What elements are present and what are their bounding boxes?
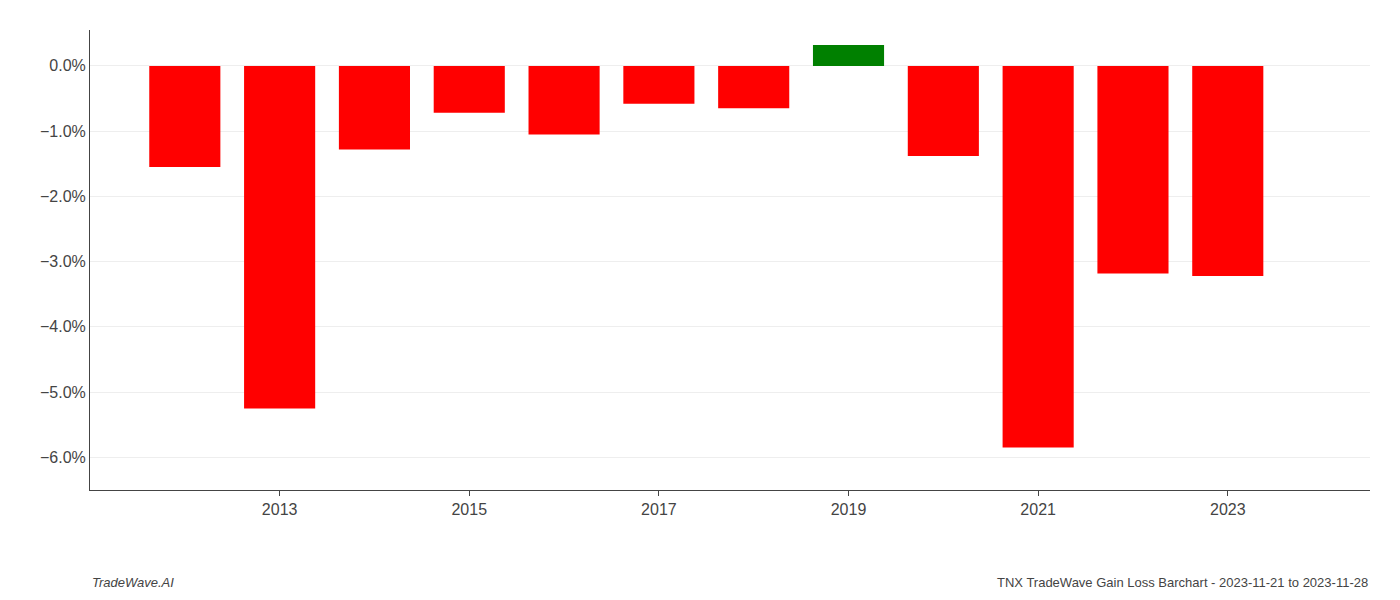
- svg-text:−2.0%: −2.0%: [40, 188, 86, 205]
- svg-text:2013: 2013: [262, 501, 298, 518]
- svg-text:2015: 2015: [451, 501, 487, 518]
- svg-text:2021: 2021: [1020, 501, 1056, 518]
- svg-text:2017: 2017: [641, 501, 677, 518]
- svg-text:−3.0%: −3.0%: [40, 253, 86, 270]
- svg-text:2023: 2023: [1210, 501, 1246, 518]
- svg-text:−5.0%: −5.0%: [40, 384, 86, 401]
- svg-text:−6.0%: −6.0%: [40, 449, 86, 466]
- svg-text:TNX TradeWave Gain Loss Barcha: TNX TradeWave Gain Loss Barchart - 2023-…: [997, 575, 1368, 590]
- svg-text:−4.0%: −4.0%: [40, 318, 86, 335]
- svg-text:−1.0%: −1.0%: [40, 123, 86, 140]
- svg-text:TradeWave.AI: TradeWave.AI: [92, 575, 174, 590]
- svg-text:2019: 2019: [831, 501, 867, 518]
- svg-text:0.0%: 0.0%: [49, 57, 85, 74]
